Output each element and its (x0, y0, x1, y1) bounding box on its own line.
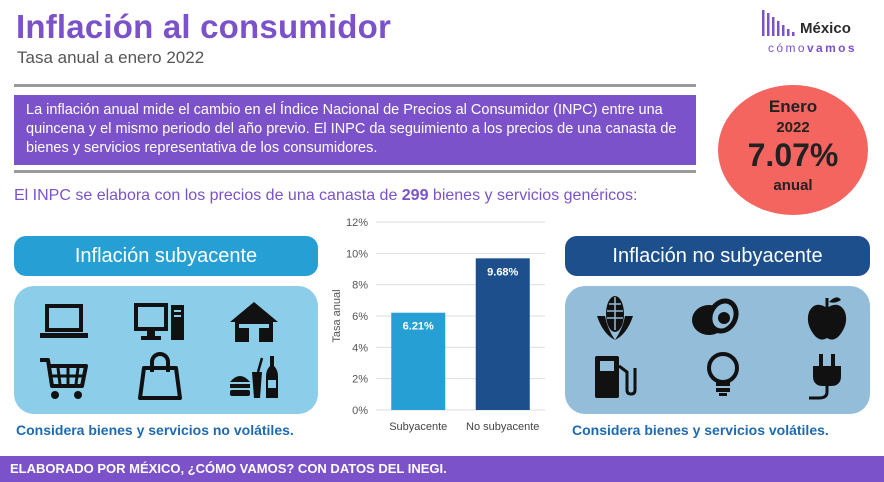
bar-value-label: 9.68% (487, 266, 518, 278)
divider-top (14, 84, 696, 87)
page-subtitle: Tasa anual a enero 2022 (17, 48, 205, 67)
badge-unit: anual (773, 177, 813, 194)
avocado-icon (692, 298, 739, 335)
badge-year: 2022 (776, 119, 810, 136)
bar-subyacente (391, 312, 446, 410)
inpc-count: 299 (401, 187, 429, 204)
logo: México cómovamos (760, 8, 872, 64)
core-inflation-label: Inflación subyacente (14, 236, 318, 276)
inflation-bar-chart: 0% 2% 4% 6% 8% 10% 12% Tasa anual 6.21% Subyacent… (331, 217, 545, 433)
bar-value-label: 6.21% (403, 321, 434, 333)
corn-icon (597, 296, 633, 340)
fuel-pump-icon (595, 356, 637, 398)
y-tick-label: 10% (346, 248, 368, 260)
y-tick-label: 4% (352, 342, 368, 354)
divider-bottom (14, 170, 696, 173)
y-tick-label: 6% (352, 311, 368, 323)
core-icons-panel (14, 286, 318, 414)
badge-rate: 7.07% (747, 137, 839, 173)
house-icon (230, 302, 278, 342)
inpc-description: El INPC se elabora con los precios de un… (14, 187, 638, 204)
y-tick-label: 2% (352, 374, 368, 386)
laptop-icon (40, 304, 88, 338)
bar-no-subyacente (475, 258, 530, 410)
x-category-label: No subyacente (466, 421, 539, 433)
shopping-cart-icon (40, 358, 88, 399)
y-axis-label: Tasa anual (331, 289, 343, 342)
x-category-label: Subyacente (389, 421, 447, 433)
badge-month: Enero (768, 97, 818, 116)
logo-bars-icon (762, 10, 795, 36)
core-caption: Considera bienes y servicios no volátile… (16, 422, 294, 438)
light-bulb-icon (707, 352, 739, 396)
y-tick-label: 0% (352, 405, 368, 417)
apple-icon (807, 297, 847, 340)
intro-text: La inflación anual mide el cambio en el … (14, 95, 696, 165)
noncore-caption: Considera bienes y servicios volátiles. (572, 422, 829, 438)
inflation-badge: Enero 2022 7.07% anual (718, 85, 868, 215)
logo-name: México (800, 20, 851, 37)
shopping-bag-icon (138, 352, 182, 400)
desktop-computer-icon (134, 303, 184, 340)
logo-tagline: cómovamos (768, 41, 857, 55)
electric-plug-icon (809, 354, 841, 400)
food-and-drinks-icon (230, 356, 278, 398)
y-tick-label: 12% (346, 217, 368, 229)
noncore-inflation-label: Inflación no subyacente (565, 236, 870, 276)
footer-credit: ELABORADO POR MÉXICO, ¿CÓMO VAMOS? CON D… (0, 456, 884, 482)
y-tick-label: 8% (352, 280, 368, 292)
page-title: Inflación al consumidor (16, 8, 391, 45)
noncore-icons-panel (565, 286, 870, 414)
